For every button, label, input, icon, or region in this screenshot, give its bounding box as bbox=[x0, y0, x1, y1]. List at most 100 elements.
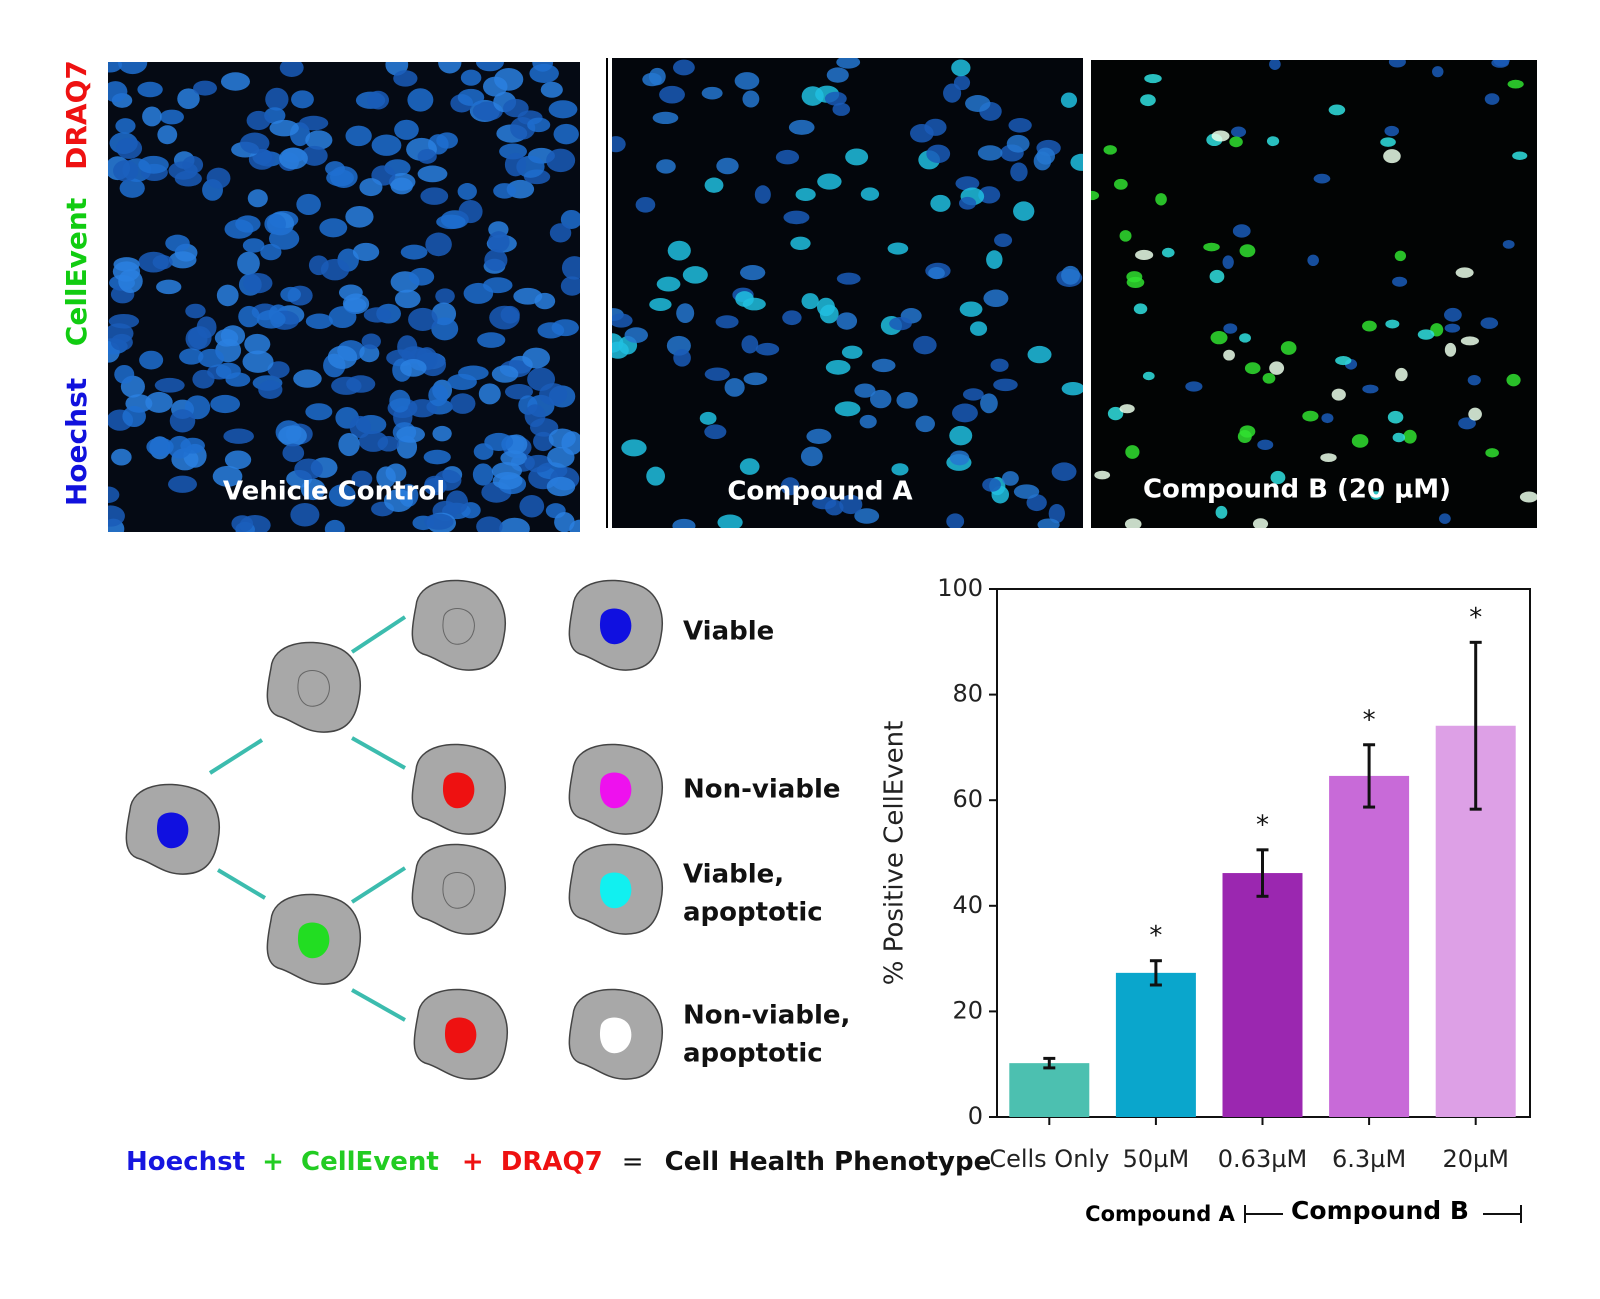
equation: Hoechst + CellEvent + DRAQ7 = Cell Healt… bbox=[126, 1147, 991, 1177]
nucleus bbox=[1321, 413, 1334, 424]
y-tick-label: 0 bbox=[968, 1102, 983, 1130]
nucleus bbox=[990, 358, 1009, 372]
nucleus bbox=[328, 484, 356, 507]
nucleus bbox=[237, 251, 260, 276]
nucleus bbox=[445, 490, 469, 514]
nucleus bbox=[394, 289, 421, 309]
nucleus bbox=[1061, 265, 1080, 285]
channel-label: Hoechst bbox=[60, 378, 93, 506]
nucleus bbox=[612, 136, 626, 153]
nucleus bbox=[913, 335, 937, 355]
nucleus bbox=[1027, 345, 1052, 364]
nucleus bbox=[476, 516, 503, 532]
nucleus bbox=[1335, 356, 1352, 366]
nucleus bbox=[924, 118, 947, 136]
nucleus bbox=[159, 109, 184, 125]
nucleus bbox=[1362, 320, 1377, 332]
x-tick-label: 0.63µM bbox=[1218, 1145, 1307, 1173]
nucleus bbox=[460, 69, 482, 86]
micrographs: Vehicle Control Compound A Compound B (2… bbox=[60, 58, 1537, 532]
nucleus bbox=[108, 486, 120, 503]
nucleus bbox=[1262, 372, 1276, 384]
nucleus bbox=[980, 393, 998, 414]
x-tick-label: 20µM bbox=[1442, 1145, 1509, 1173]
nucleus bbox=[1493, 60, 1510, 67]
nucleus bbox=[242, 238, 265, 253]
nucleus bbox=[1432, 66, 1444, 78]
nucleus bbox=[667, 240, 691, 261]
nucleus bbox=[268, 227, 300, 250]
y-tick-label: 40 bbox=[952, 891, 983, 919]
nucleus bbox=[1328, 104, 1346, 116]
nucleus bbox=[561, 256, 580, 280]
nucleus bbox=[560, 209, 580, 229]
nucleus bbox=[168, 251, 197, 269]
nucleus bbox=[1215, 505, 1228, 519]
nucleus bbox=[431, 317, 459, 341]
nucleus bbox=[1001, 471, 1019, 486]
phenotype: Viable bbox=[683, 617, 774, 647]
image-panel bbox=[1091, 60, 1537, 528]
nucleus bbox=[168, 475, 197, 493]
nucleus bbox=[458, 200, 483, 224]
nucleus bbox=[1048, 503, 1065, 524]
nucleus bbox=[547, 446, 575, 468]
nucleus bbox=[319, 218, 348, 238]
nucleus bbox=[1244, 362, 1261, 375]
nucleus bbox=[500, 450, 528, 466]
nucleus bbox=[889, 316, 912, 331]
panel-label: Vehicle Control bbox=[223, 477, 445, 507]
nucleus bbox=[113, 257, 140, 272]
nucleus bbox=[560, 276, 580, 296]
nucleus bbox=[524, 404, 546, 428]
phenotype: apoptotic bbox=[683, 898, 823, 928]
nucleus bbox=[224, 450, 252, 470]
nucleus bbox=[621, 439, 647, 457]
nucleus bbox=[955, 176, 980, 191]
nucleus bbox=[743, 372, 768, 386]
nucleus bbox=[548, 100, 578, 119]
panel-label: Compound B (20 µM) bbox=[1143, 475, 1451, 505]
nucleus bbox=[1485, 448, 1499, 458]
nucleus bbox=[780, 477, 800, 496]
nucleus bbox=[1203, 242, 1220, 252]
nucleus bbox=[157, 125, 178, 145]
nucleus bbox=[179, 348, 204, 365]
nucleus bbox=[529, 63, 559, 84]
nucleus bbox=[475, 62, 504, 72]
nucleus bbox=[377, 436, 400, 452]
eq-op: = bbox=[622, 1147, 644, 1177]
channel-label: CellEvent bbox=[60, 198, 93, 346]
nucleus bbox=[540, 81, 563, 98]
nucleus bbox=[324, 519, 345, 532]
nucleus bbox=[300, 478, 326, 501]
bar bbox=[1115, 972, 1196, 1117]
nucleus bbox=[265, 87, 289, 111]
nucleus bbox=[783, 210, 810, 225]
nucleus bbox=[483, 277, 513, 294]
nucleus bbox=[407, 88, 434, 112]
nucleus bbox=[1458, 417, 1476, 430]
nucleus bbox=[165, 234, 190, 252]
nucleus bbox=[1061, 381, 1083, 396]
nucleus bbox=[740, 265, 766, 281]
nucleus bbox=[1438, 513, 1451, 524]
nucleus bbox=[836, 312, 858, 330]
nucleus bbox=[438, 62, 462, 74]
nucleus bbox=[527, 117, 551, 133]
nucleus bbox=[1387, 410, 1404, 424]
nucleus bbox=[116, 137, 143, 159]
nucleus bbox=[343, 297, 367, 313]
nucleus bbox=[994, 233, 1013, 247]
nucleus bbox=[977, 145, 1003, 161]
nucleus bbox=[775, 149, 800, 165]
nucleus bbox=[291, 90, 314, 109]
nucleus bbox=[299, 115, 329, 131]
nucleus bbox=[423, 449, 451, 465]
nucleus bbox=[118, 269, 143, 293]
nucleus bbox=[477, 332, 506, 348]
nucleus bbox=[327, 345, 358, 369]
nucleus bbox=[1209, 269, 1225, 284]
nucleus bbox=[800, 446, 823, 467]
nucleus bbox=[1008, 118, 1032, 133]
